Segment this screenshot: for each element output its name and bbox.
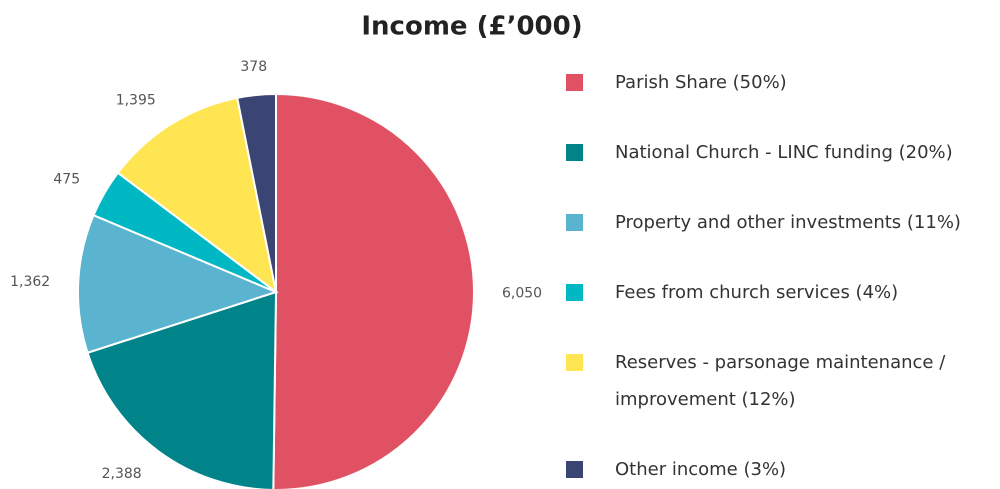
pie-slice [236,92,277,293]
data-label: 378 [240,59,267,75]
data-label: 475 [53,171,80,187]
legend-label: Property and other investments (11%) [615,212,961,233]
legend-item: Parish Share (50%) [566,64,986,101]
data-label: 2,388 [102,466,142,482]
data-label: 6,050 [502,286,542,302]
legend-swatch [566,284,583,301]
legend-item: National Church - LINC funding (20%) [566,134,986,171]
pie-slice [86,290,278,489]
chart-title: Income (£’000) [361,12,582,42]
legend-item: Fees from church services (4%) [566,274,986,311]
pie-slice [77,213,279,355]
legend-label: National Church - LINC funding (20%) [615,142,953,163]
legend-item: Property and other investments (11%) [566,204,986,241]
legend-swatch [566,354,583,371]
legend-swatch [566,214,583,231]
legend-label: Other income (3%) [615,459,787,480]
data-label: 1,362 [10,274,50,290]
legend-label: Parish Share (50%) [615,72,787,93]
legend-label: Fees from church services (4%) [615,282,899,303]
pie-slice [116,96,278,295]
legend-item: Reserves - parsonage maintenance / impro… [566,344,986,418]
legend-item: Other income (3%) [566,451,986,488]
legend-label: Reserves - parsonage maintenance / impro… [615,352,946,410]
legend: Parish Share (50%) National Church - LINC… [566,64,986,488]
pie-slice [272,92,475,489]
data-label: 1,395 [116,93,156,109]
legend-swatch [566,144,583,161]
legend-swatch [566,461,583,478]
legend-swatch [566,74,583,91]
